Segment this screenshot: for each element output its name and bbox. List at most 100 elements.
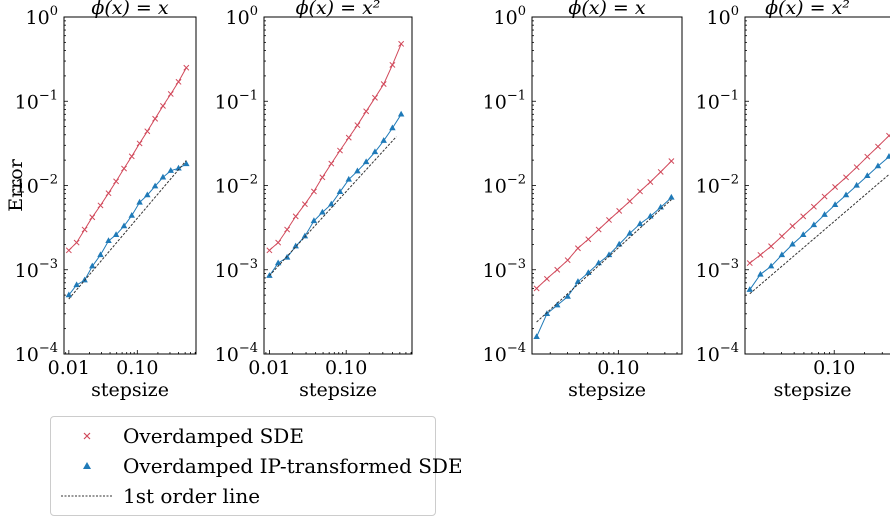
data-point-sde xyxy=(371,94,378,101)
data-point-ip xyxy=(821,211,828,217)
series-line-ref xyxy=(536,199,672,323)
data-point-sde xyxy=(637,188,644,195)
plot-area xyxy=(266,40,405,278)
data-point-ip xyxy=(167,167,174,173)
data-point-ip xyxy=(371,148,379,155)
data-point-sde xyxy=(606,216,612,223)
chart-title: ϕ(x) = x² xyxy=(765,0,850,19)
data-point-sde xyxy=(160,102,166,109)
series-line-ref xyxy=(68,160,187,300)
data-point-sde xyxy=(821,193,828,200)
data-point-ip xyxy=(336,188,344,195)
data-point-ip xyxy=(354,167,361,174)
data-point-ip xyxy=(389,124,396,131)
legend-entry-ref: 1st order line xyxy=(51,481,260,511)
data-point-ip xyxy=(292,242,299,249)
data-point-sde xyxy=(292,213,299,220)
data-point-sde xyxy=(81,226,88,233)
data-point-sde xyxy=(853,164,860,171)
series-line-sde xyxy=(269,43,402,251)
data-point-sde xyxy=(778,233,785,240)
plot-area xyxy=(746,132,890,295)
data-point-sde xyxy=(380,81,387,88)
series-line-sde xyxy=(68,67,187,251)
axes-frame xyxy=(531,16,683,355)
data-point-ip xyxy=(274,259,282,266)
data-point-ip xyxy=(564,293,571,299)
x-tick-label: 0.10 xyxy=(116,357,158,379)
data-point-sde xyxy=(105,190,112,197)
data-point-ip xyxy=(397,110,405,117)
legend: Overdamped SDE Overdamped IP-transformed… xyxy=(50,416,463,516)
data-point-sde xyxy=(554,266,561,273)
data-point-ip xyxy=(626,229,634,236)
y-tick-label: 10−2 xyxy=(696,173,739,198)
data-point-sde xyxy=(616,207,623,214)
data-point-sde xyxy=(657,168,664,175)
series-line-sde xyxy=(749,135,890,264)
data-point-sde xyxy=(284,226,291,233)
dashed-line-icon xyxy=(51,481,123,511)
y-tick-label: 100 xyxy=(226,4,258,29)
data-point-sde xyxy=(183,64,190,71)
data-point-sde xyxy=(73,239,80,246)
series-line-ip xyxy=(68,163,187,296)
data-point-ip xyxy=(151,182,159,189)
y-tick-label: 100 xyxy=(26,4,58,29)
data-point-ip xyxy=(864,172,871,179)
data-point-ip xyxy=(746,286,754,292)
y-tick-label: 10−1 xyxy=(483,88,526,113)
data-point-ip xyxy=(767,262,775,269)
x-axis-label: stepsize xyxy=(568,379,646,401)
data-point-ip xyxy=(799,231,807,237)
data-point-sde xyxy=(864,153,871,160)
data-point-ip xyxy=(380,137,387,143)
data-point-sde xyxy=(144,128,151,135)
data-point-ip xyxy=(345,175,352,182)
axes-frame xyxy=(63,16,197,355)
series-line-ip xyxy=(268,114,402,276)
data-point-sde xyxy=(354,122,361,129)
series-line-ref xyxy=(749,174,890,295)
chart-title: ϕ(x) = x² xyxy=(296,0,381,19)
data-point-ip xyxy=(319,208,326,215)
y-tick-label: 10−3 xyxy=(215,257,258,282)
data-point-ip xyxy=(73,281,80,288)
data-point-sde xyxy=(328,160,335,167)
data-point-sde xyxy=(319,174,326,181)
data-point-sde xyxy=(97,202,104,209)
y-tick-label: 10−2 xyxy=(15,173,58,198)
data-point-ip xyxy=(874,162,882,169)
data-point-sde xyxy=(89,214,96,221)
data-point-ip xyxy=(362,158,370,165)
x-axis-label: stepsize xyxy=(299,379,377,401)
data-point-ip xyxy=(136,198,143,205)
legend-label-ip: Overdamped IP-transformed SDE xyxy=(123,454,463,478)
axes-frame xyxy=(263,16,413,355)
data-point-sde xyxy=(275,239,282,246)
x-axis-label: stepsize xyxy=(774,379,852,401)
data-point-ip xyxy=(553,301,561,308)
data-point-sde xyxy=(301,201,308,208)
data-point-sde xyxy=(121,165,127,172)
y-tick-label: 10−2 xyxy=(215,173,258,198)
data-point-ip xyxy=(301,232,309,239)
x-tick-label: 0.10 xyxy=(325,357,367,379)
data-point-sde xyxy=(337,147,343,154)
legend-label-sde: Overdamped SDE xyxy=(123,424,304,448)
legend-label-ref: 1st order line xyxy=(123,484,261,508)
data-point-sde xyxy=(266,247,273,254)
data-point-sde xyxy=(564,257,571,264)
data-point-ip xyxy=(595,259,602,266)
data-point-sde xyxy=(310,188,317,195)
data-point-sde xyxy=(167,91,174,97)
data-point-ip xyxy=(810,221,818,228)
y-tick-label: 10−4 xyxy=(483,341,526,366)
y-tick-label: 100 xyxy=(494,4,526,29)
y-tick-label: 10−3 xyxy=(15,257,58,282)
data-point-ip xyxy=(853,181,860,188)
data-point-ip xyxy=(842,191,850,198)
